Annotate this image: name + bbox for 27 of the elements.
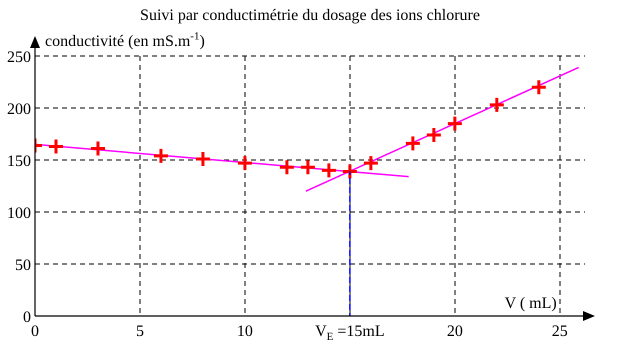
x-tick-label: 25: [552, 323, 568, 340]
point: [404, 134, 422, 152]
y-tick-label: 150: [7, 153, 31, 170]
y-tick-label: 200: [7, 101, 31, 118]
x-tick-label: 5: [136, 323, 144, 340]
point: [320, 162, 338, 179]
x-tick-label: 20: [446, 323, 463, 340]
point: [488, 96, 506, 114]
point: [530, 78, 548, 96]
y-tick-label: 0: [23, 309, 31, 326]
point: [299, 158, 316, 176]
point: [278, 158, 296, 176]
y-tick-label: 50: [15, 257, 31, 274]
point: [425, 126, 442, 144]
y-tick-label: 250: [7, 49, 31, 66]
point: [362, 154, 380, 172]
x-axis-title: V ( mL): [504, 295, 557, 312]
point: [236, 154, 254, 172]
point: [89, 140, 106, 158]
point: [152, 147, 170, 164]
x-tick-label: 10: [236, 323, 253, 340]
point: [47, 138, 64, 155]
chart-title: Suivi par conductimétrie du dosage des ions chlorure: [140, 7, 480, 24]
y-tick-label: 100: [7, 205, 31, 222]
point: [194, 150, 212, 168]
point: [341, 162, 358, 180]
point: [446, 115, 464, 132]
